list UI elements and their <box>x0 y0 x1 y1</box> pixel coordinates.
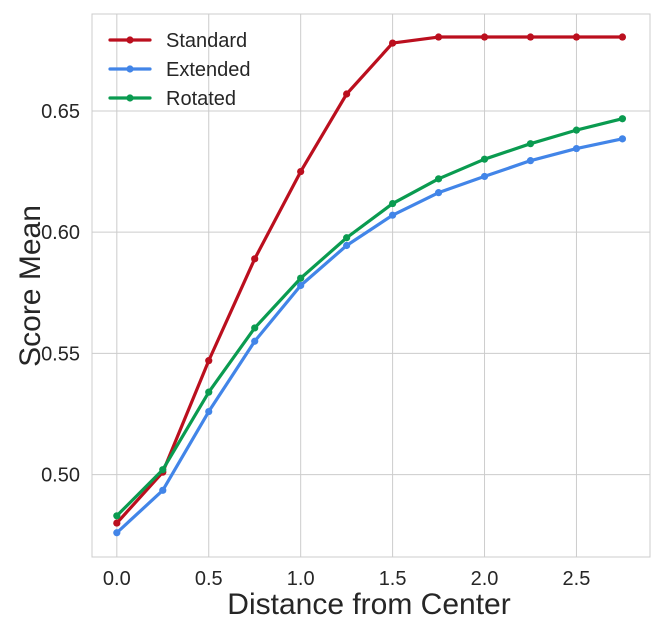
data-point-standard <box>434 33 443 41</box>
x-tick-label: 2.5 <box>563 568 591 590</box>
y-tick-label: 0.55 <box>41 343 80 365</box>
legend-marker-extended <box>126 65 134 73</box>
y-tick-label: 0.50 <box>41 465 80 487</box>
legend-label-rotated: Rotated <box>166 88 236 110</box>
data-point-extended <box>618 135 627 143</box>
legend-marker-rotated <box>126 94 134 102</box>
series-line-extended <box>115 137 625 535</box>
data-point-standard <box>343 90 351 98</box>
data-point-rotated <box>159 466 167 474</box>
data-point-rotated <box>205 388 213 396</box>
series-line-standard <box>115 35 625 525</box>
x-axis-label: Distance from Center <box>227 588 510 621</box>
data-point-standard <box>526 33 535 41</box>
y-tick-label: 0.60 <box>41 222 80 244</box>
x-tick-label: 0.5 <box>195 568 223 590</box>
data-point-standard <box>113 519 121 527</box>
data-point-extended <box>205 407 213 416</box>
data-point-standard <box>480 33 489 41</box>
legend-marker-standard <box>126 36 134 44</box>
data-point-rotated <box>297 274 305 282</box>
data-point-standard <box>572 33 581 41</box>
data-point-rotated <box>526 140 535 148</box>
y-axis-label: Score Mean <box>14 205 47 367</box>
legend-item-rotated: Rotated <box>108 88 236 110</box>
legend-label-standard: Standard <box>166 30 247 52</box>
data-point-rotated <box>343 234 351 242</box>
legend-item-extended: Extended <box>108 59 251 81</box>
data-point-extended <box>343 241 351 250</box>
data-point-rotated <box>251 324 259 332</box>
x-tick-label: 1.0 <box>287 568 315 590</box>
data-point-extended <box>113 529 121 537</box>
data-point-rotated <box>389 199 397 208</box>
data-point-standard <box>389 39 397 47</box>
data-point-extended <box>251 337 259 345</box>
data-point-extended <box>389 211 397 219</box>
data-point-extended <box>159 486 167 494</box>
legend-label-extended: Extended <box>166 59 251 81</box>
data-point-standard <box>251 255 259 263</box>
grid <box>92 14 650 557</box>
data-point-extended <box>480 172 489 181</box>
data-point-standard <box>205 357 213 365</box>
data-point-rotated <box>113 512 121 520</box>
x-tick-label: 0.0 <box>103 568 131 590</box>
data-point-extended <box>297 281 305 290</box>
tick-labels: 0.0 0.5 1.0 1.5 2.0 2.5 0.50 0.55 0.60 0.65 <box>41 101 590 590</box>
x-tick-label: 1.5 <box>379 568 407 590</box>
legend-item-standard: Standard <box>108 30 247 52</box>
series-layer <box>113 33 627 537</box>
data-point-extended <box>526 157 535 165</box>
x-tick-label: 2.0 <box>471 568 499 590</box>
data-point-rotated <box>618 115 627 123</box>
series-extended <box>113 135 627 537</box>
series-rotated <box>113 115 627 520</box>
series-line-rotated <box>115 117 625 518</box>
data-point-rotated <box>480 155 489 163</box>
data-point-rotated <box>572 126 581 134</box>
legend: Standard Extended Rotated <box>108 30 251 110</box>
series-standard <box>113 33 627 527</box>
data-point-rotated <box>434 175 443 183</box>
y-tick-label: 0.65 <box>41 101 80 123</box>
data-point-extended <box>434 189 443 197</box>
plot-frame <box>91 13 651 558</box>
data-point-standard <box>297 167 305 176</box>
data-point-standard <box>618 33 627 41</box>
data-point-extended <box>572 144 581 153</box>
